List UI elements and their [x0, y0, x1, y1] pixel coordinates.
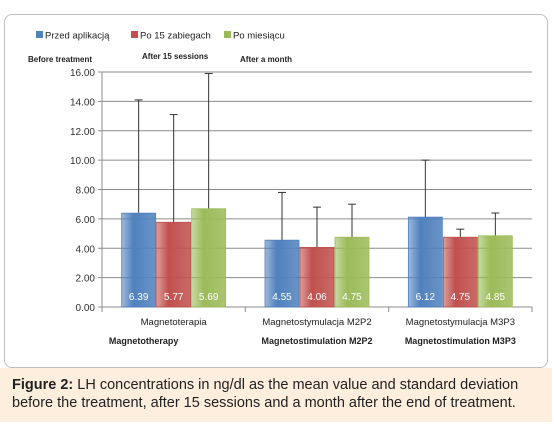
- bar-value-label: 4.06: [307, 292, 327, 303]
- legend-label-en: Before treatment: [28, 55, 92, 64]
- x-category-label-en: Magnetostimulation M3P3: [405, 336, 516, 346]
- x-category-label: Magnetostymulacja M3P3: [406, 317, 515, 328]
- bar-value-label: 6.39: [129, 292, 149, 303]
- caption-label: Figure 2:: [12, 377, 74, 393]
- y-tick-label: 14.00: [70, 97, 95, 108]
- lh-bar-chart: 0.00 2.00 4.00 6.00 8.00 10.00 12.00 14.00 16.00…: [28, 31, 533, 346]
- bar: [156, 221, 192, 308]
- y-tick-label: 8.00: [76, 186, 96, 197]
- legend-swatch: [131, 31, 138, 38]
- legend-label-en: After a month: [240, 55, 292, 64]
- bar-value-label: 5.69: [199, 292, 219, 303]
- bar: [477, 235, 513, 308]
- bar: [264, 239, 300, 308]
- bar: [407, 216, 443, 308]
- bar-value-label: 4.85: [486, 292, 506, 303]
- y-tick-label: 0.00: [76, 303, 96, 314]
- y-tick-label: 2.00: [76, 274, 96, 285]
- x-category-label-en: Magnetotherapy: [109, 336, 179, 346]
- x-category-label: Magnetostymulacja M2P2: [262, 317, 371, 328]
- legend-swatch: [224, 31, 231, 38]
- bar: [121, 212, 157, 308]
- y-tick-label: 12.00: [70, 127, 95, 138]
- legend-swatch: [36, 31, 43, 38]
- y-tick-label: 10.00: [70, 156, 95, 167]
- legend-label: Po miesiącu: [233, 31, 285, 42]
- x-category-label-en: Magnetostimulation M2P2: [261, 336, 372, 346]
- bar: [334, 236, 370, 308]
- y-tick-label: 6.00: [76, 215, 96, 226]
- x-category-label: Magnetoterapia: [141, 317, 208, 328]
- legend-label: Po 15 zabiegach: [140, 31, 211, 42]
- figure-caption: Figure 2: LH concentrations in ng/dl as …: [12, 376, 548, 412]
- chart-frame: [4, 14, 548, 368]
- bar: [442, 236, 478, 308]
- bar-value-label: 6.12: [416, 292, 436, 303]
- bar: [299, 246, 335, 308]
- bar-value-label: 4.75: [451, 292, 471, 303]
- legend-label: Przed aplikacją: [45, 31, 110, 42]
- y-tick-label: 16.00: [70, 68, 95, 79]
- bar: [191, 208, 227, 308]
- caption-box: [0, 368, 552, 422]
- caption-text: LH concentrations in ng/dl as the mean v…: [12, 377, 519, 411]
- bar-value-label: 4.75: [342, 292, 362, 303]
- bar-value-label: 5.77: [164, 292, 184, 303]
- legend-label-en: After 15 sessions: [142, 52, 209, 61]
- bar-value-label: 4.55: [272, 292, 292, 303]
- y-tick-label: 4.00: [76, 244, 96, 255]
